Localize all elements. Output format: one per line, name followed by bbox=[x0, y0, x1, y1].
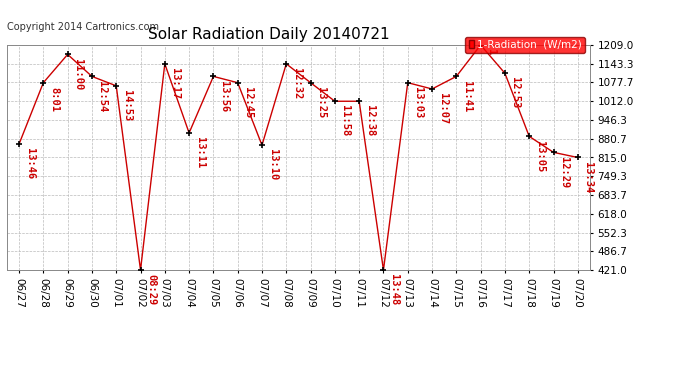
Text: 13:34: 13:34 bbox=[583, 162, 593, 193]
Text: 13:10: 13:10 bbox=[268, 149, 277, 181]
Legend: 1-Radiation  (W/m2): 1-Radiation (W/m2) bbox=[466, 37, 584, 53]
Text: 13:03: 13:03 bbox=[413, 87, 423, 118]
Text: 12:29: 12:29 bbox=[559, 156, 569, 188]
Text: 1: 1 bbox=[486, 49, 496, 55]
Text: 11:58: 11:58 bbox=[340, 105, 351, 136]
Text: 12:45: 12:45 bbox=[244, 87, 253, 118]
Text: 13:48: 13:48 bbox=[389, 274, 399, 305]
Text: 12:32: 12:32 bbox=[292, 68, 302, 99]
Text: 13:05: 13:05 bbox=[535, 141, 545, 172]
Text: 13:11: 13:11 bbox=[195, 137, 205, 168]
Text: 12:38: 12:38 bbox=[365, 105, 375, 136]
Text: Copyright 2014 Cartronics.com: Copyright 2014 Cartronics.com bbox=[7, 21, 159, 32]
Text: 08:29: 08:29 bbox=[146, 274, 156, 305]
Text: 8:01: 8:01 bbox=[49, 87, 59, 112]
Text: 12:07: 12:07 bbox=[437, 93, 448, 124]
Text: 13:46: 13:46 bbox=[25, 148, 34, 180]
Text: 12:54: 12:54 bbox=[97, 81, 108, 112]
Text: 14:53: 14:53 bbox=[121, 90, 132, 121]
Text: 13:56: 13:56 bbox=[219, 81, 229, 112]
Text: 13:17: 13:17 bbox=[170, 68, 180, 99]
Text: 12:53: 12:53 bbox=[511, 77, 520, 109]
Text: 11:00: 11:00 bbox=[73, 58, 83, 90]
Text: 13:25: 13:25 bbox=[316, 87, 326, 118]
Text: 11:41: 11:41 bbox=[462, 81, 472, 112]
Title: Solar Radiation Daily 20140721: Solar Radiation Daily 20140721 bbox=[148, 27, 390, 42]
